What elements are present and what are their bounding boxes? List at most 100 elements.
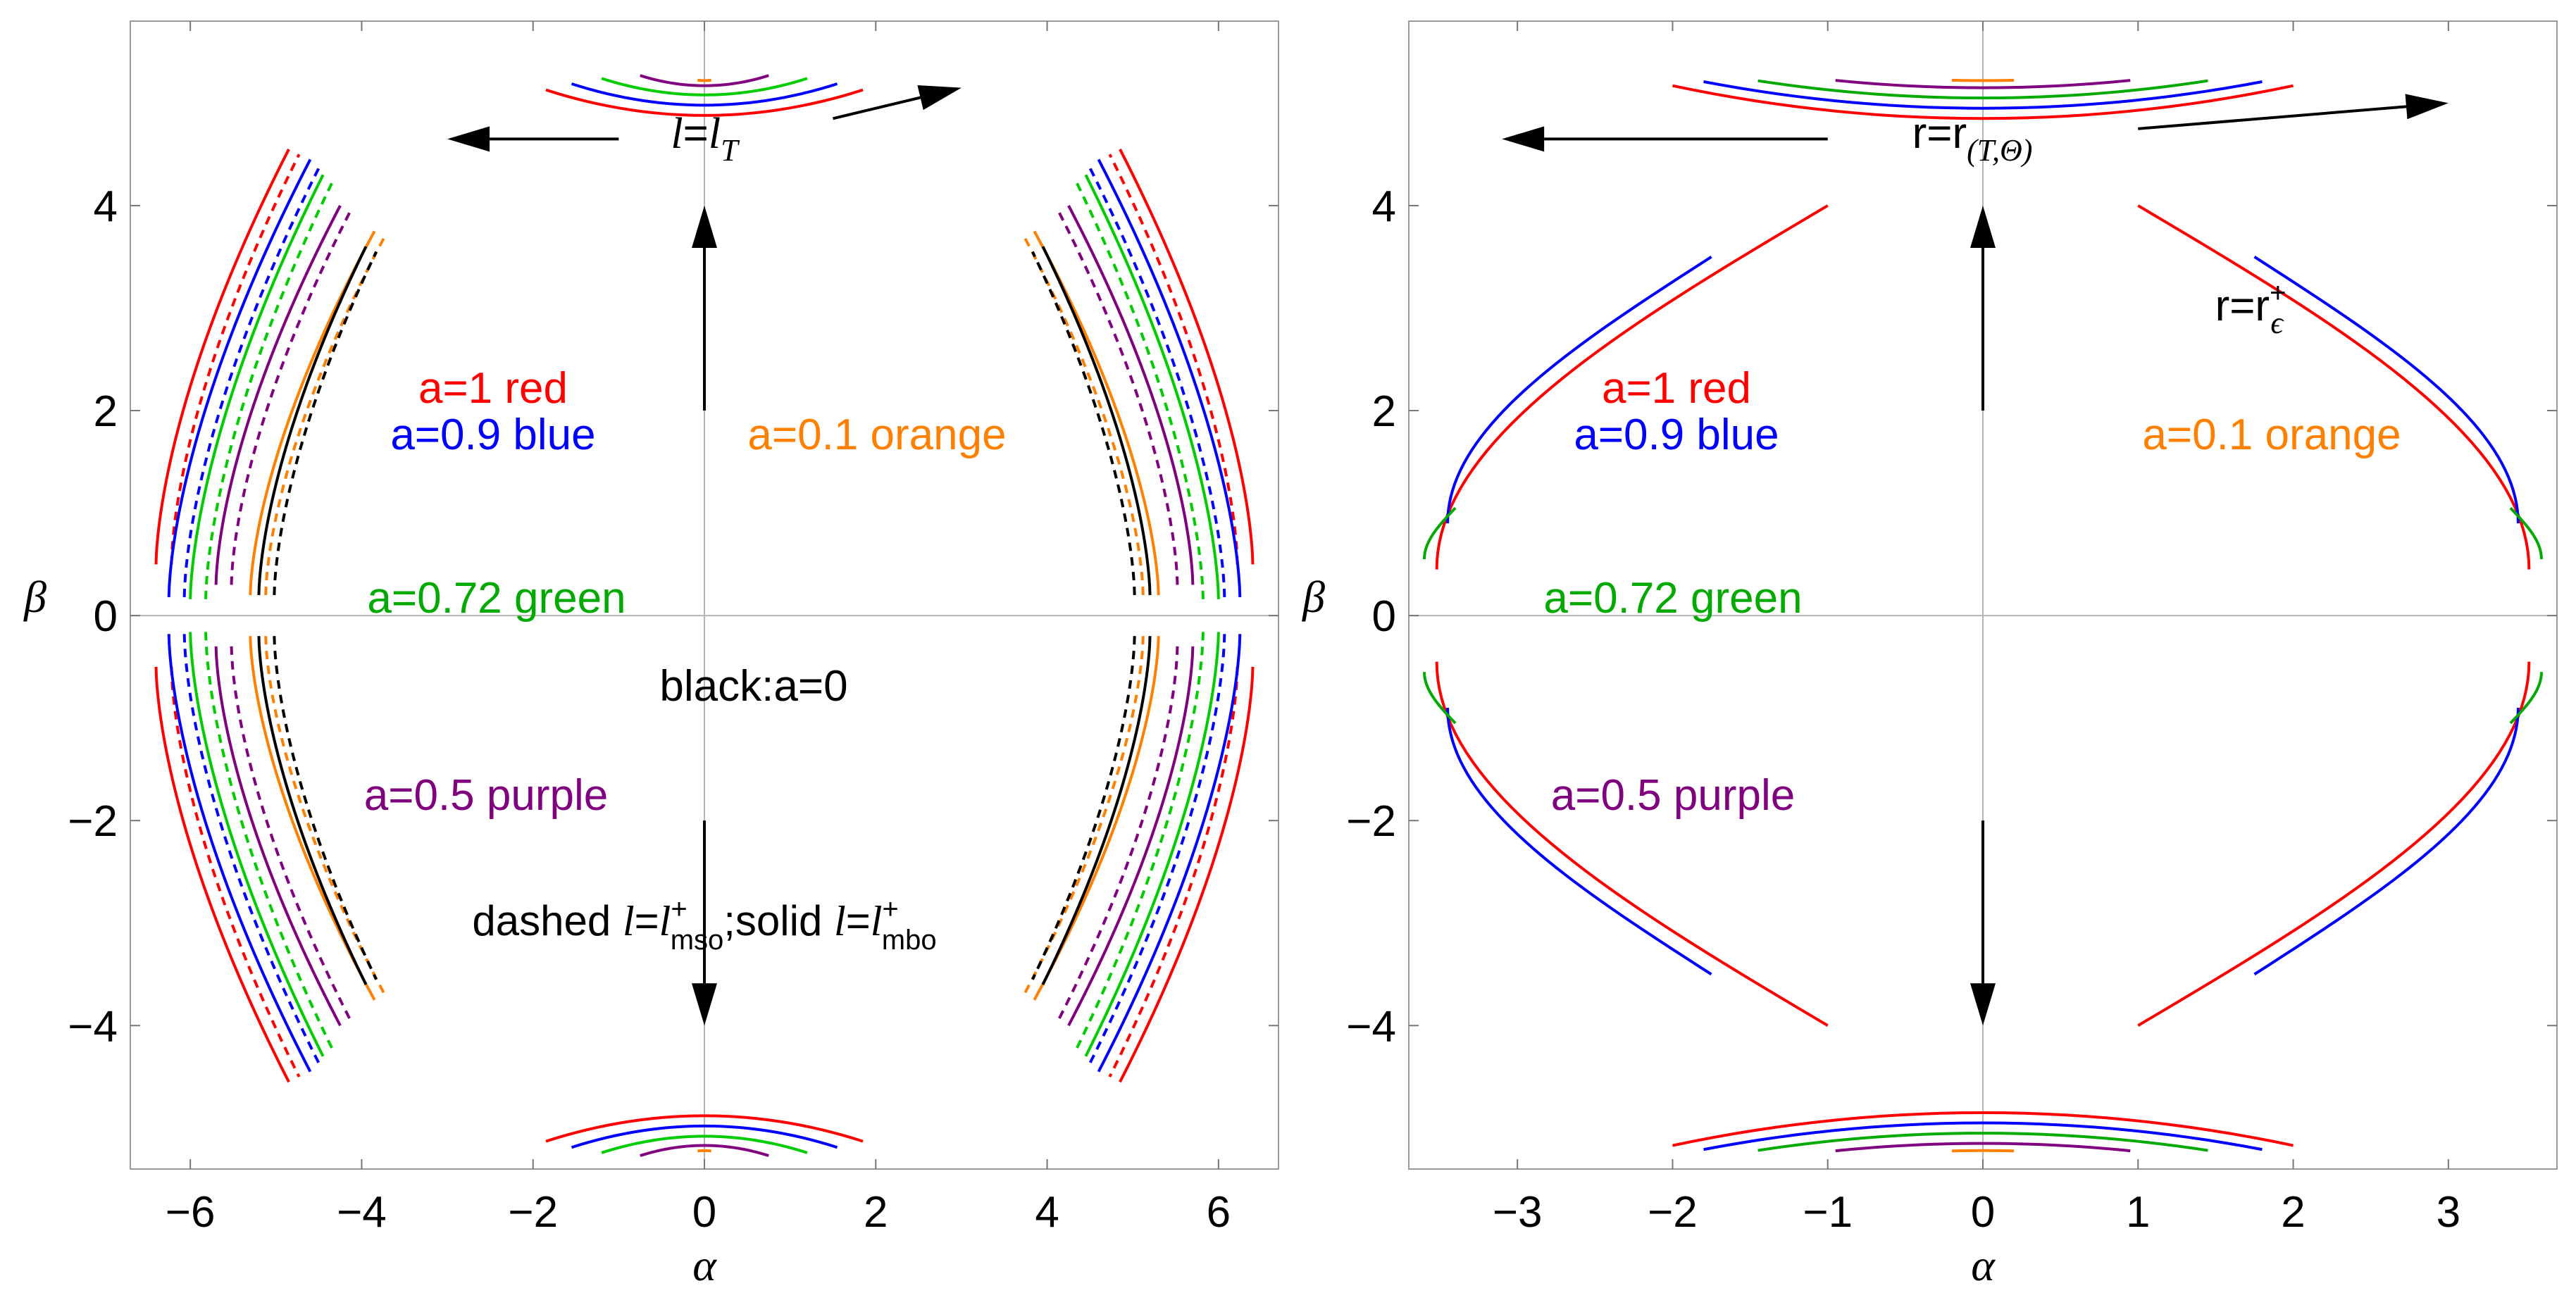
- left-curve-solid: [167, 634, 312, 1073]
- left-y-tick-label: 0: [94, 592, 118, 641]
- left-curve-solid: [214, 205, 342, 585]
- arrow-head: [1502, 126, 1545, 152]
- right-label-a1: a=1 red: [1602, 364, 1751, 413]
- left-y-axis-label: β: [23, 572, 46, 622]
- left-x-tick-label: 0: [692, 1188, 716, 1237]
- left-x-tick-label: 2: [864, 1188, 888, 1237]
- left-label-a1: a=1 red: [418, 364, 568, 413]
- left-curve-solid: [189, 174, 325, 599]
- left-y-tick-label: 2: [94, 387, 118, 436]
- arrow-head: [1970, 205, 1996, 248]
- left-curve-dashed: [182, 634, 322, 1068]
- right-x-tick-label: −3: [1493, 1188, 1543, 1237]
- left-curve-dashed: [1022, 636, 1145, 996]
- left-curve-solid: [1067, 646, 1195, 1027]
- left-curve-solid: [1084, 174, 1220, 599]
- arrow-shaft: [2138, 105, 2407, 130]
- left-label-a072: a=0.72 green: [367, 574, 626, 623]
- left-cap-curve: [571, 1124, 838, 1149]
- left-curve-solid: [1119, 149, 1255, 565]
- left-cap-curve: [640, 1144, 769, 1157]
- left-curve-solid: [249, 230, 376, 596]
- right-curve: [1435, 204, 1829, 570]
- left-series-5: [257, 246, 1152, 985]
- right-curve: [1435, 661, 1829, 1027]
- left-label-a05: a=0.5 purple: [364, 771, 608, 820]
- left-label-a01: a=0.1 orange: [747, 411, 1006, 459]
- left-curve-solid: [249, 636, 376, 1001]
- left-cap-curve: [545, 1114, 864, 1143]
- left-x-axis-label: α: [692, 1240, 717, 1290]
- left-curve-solid: [1119, 666, 1255, 1083]
- left-curve-solid: [1097, 158, 1242, 597]
- right-arrow-down: [1970, 820, 1996, 1026]
- right-series-0: [1435, 84, 2531, 1147]
- left-arrow-top-left: [447, 126, 619, 152]
- right-cap-curve: [1835, 79, 2131, 89]
- left-curve-solid: [1041, 636, 1152, 985]
- left-x-tick-label: 4: [1035, 1188, 1059, 1237]
- left-curve-solid: [1084, 632, 1220, 1057]
- left-y-tick-label: 4: [94, 182, 118, 231]
- left-cap-curve: [697, 78, 711, 82]
- right-x-tick-label: −1: [1803, 1188, 1853, 1237]
- right-curve: [2253, 256, 2520, 524]
- left-curve-dashed: [1108, 154, 1239, 565]
- right-x-tick-label: −2: [1648, 1188, 1698, 1237]
- left-curve-solid: [154, 666, 290, 1083]
- arrow-head: [1970, 983, 1996, 1026]
- left-curve-solid: [189, 632, 325, 1057]
- right-y-tick-label: −2: [1346, 797, 1396, 846]
- right-series-1: [1446, 80, 2520, 1151]
- left-curve-dashed: [230, 646, 352, 1021]
- left-curve-dashed: [1031, 636, 1136, 980]
- left-curve-dashed: [204, 632, 335, 1052]
- left-series-0: [154, 88, 1255, 1143]
- right-y-axis-label: β: [1301, 572, 1325, 622]
- left-curve-solid: [1033, 230, 1160, 596]
- left-curve-dashed: [230, 210, 352, 585]
- left-curve-dashed: [1074, 179, 1205, 599]
- left-curve-solid: [167, 158, 312, 597]
- right-label-a01: a=0.1 orange: [2142, 411, 2401, 459]
- right-label-a09: a=0.9 blue: [1574, 411, 1779, 459]
- right-curve: [1423, 506, 1457, 560]
- left-curve-dashed: [1057, 210, 1179, 585]
- right-series-2: [1423, 79, 2543, 1152]
- left-top-note: l=lT: [671, 109, 740, 168]
- right-y-tick-label: −4: [1346, 1002, 1396, 1051]
- right-arrow-top-right: [2138, 94, 2449, 130]
- left-series-1: [167, 82, 1242, 1149]
- left-curve-solid: [1033, 636, 1160, 1001]
- left-x-tick-label: −6: [166, 1188, 216, 1237]
- right-arrow-up: [1970, 205, 1996, 411]
- left-curve-dashed: [264, 235, 387, 596]
- left-curve-dashed: [1087, 163, 1226, 597]
- left-x-tick-label: −2: [508, 1188, 558, 1237]
- left-curve-solid: [257, 636, 368, 985]
- right-cap-curve: [1757, 79, 2208, 100]
- right-x-axis-label: α: [1971, 1240, 1996, 1290]
- right-cap-curve: [1672, 1111, 2294, 1147]
- right-cap-curve: [1757, 1132, 2208, 1152]
- left-curve-solid: [154, 149, 290, 565]
- right-cap-curve: [1672, 84, 2294, 120]
- left-curve-solid: [1041, 246, 1152, 596]
- left-arrow-up: [692, 205, 717, 411]
- left-label-a09: a=0.9 blue: [390, 411, 595, 459]
- left-cap-curve: [545, 88, 864, 117]
- left-cap-curve: [640, 74, 769, 87]
- left-arrow-top-right: [832, 85, 962, 120]
- left-curve-solid: [214, 646, 342, 1027]
- left-curve-dashed: [1022, 235, 1145, 596]
- left-series-2: [189, 77, 1220, 1154]
- left-curve-dashed: [273, 251, 378, 596]
- left-curve-solid: [257, 246, 368, 596]
- right-y-tick-label: 0: [1372, 592, 1396, 641]
- right-cap-curve: [1703, 80, 2263, 110]
- right-side-note: r=r+ ϵ: [2215, 277, 2286, 340]
- left-curve-dashed: [204, 179, 335, 599]
- right-x-tick-label: 3: [2437, 1188, 2460, 1237]
